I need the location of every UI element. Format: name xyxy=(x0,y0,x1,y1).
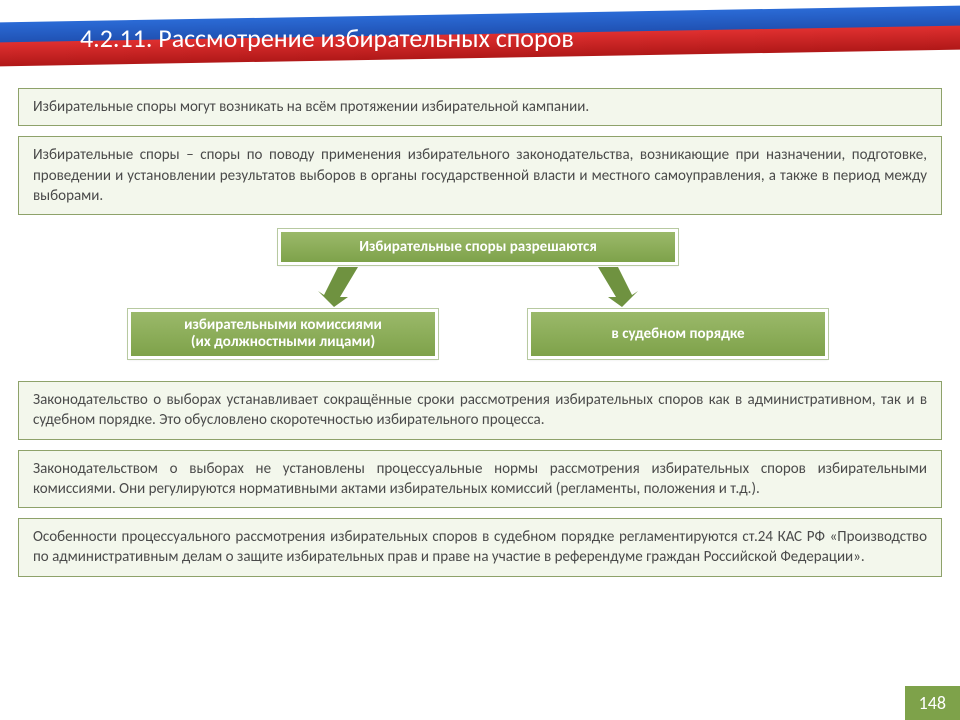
diagram-left-line1: избирательными комиссиями xyxy=(184,317,382,334)
arrow-left-icon xyxy=(318,267,378,307)
diagram-left: избирательными комиссиями (их должностны… xyxy=(128,309,438,359)
content: Избирательные споры могут возникать на в… xyxy=(18,88,942,577)
page-title: 4.2.11. Рассмотрение избирательных споро… xyxy=(60,16,960,60)
panel-terms: Законодательство о выборах устанавливает… xyxy=(18,381,942,440)
diagram: Избирательные споры разрешаются избирате… xyxy=(18,229,942,369)
diagram-left-line2: (их должностными лицами) xyxy=(191,334,375,351)
arrow-right-icon xyxy=(578,267,638,307)
page-number: 148 xyxy=(905,686,960,720)
diagram-right: в судебном порядке xyxy=(528,309,828,359)
diagram-root: Избирательные споры разрешаются xyxy=(278,229,678,265)
panel-intro: Избирательные споры могут возникать на в… xyxy=(18,88,942,126)
panel-definition: Избирательные споры – споры по поводу пр… xyxy=(18,136,942,215)
panel-judicial: Особенности процессуального рассмотрения… xyxy=(18,518,942,577)
panel-norms: Законодательством о выборах не установле… xyxy=(18,450,942,509)
